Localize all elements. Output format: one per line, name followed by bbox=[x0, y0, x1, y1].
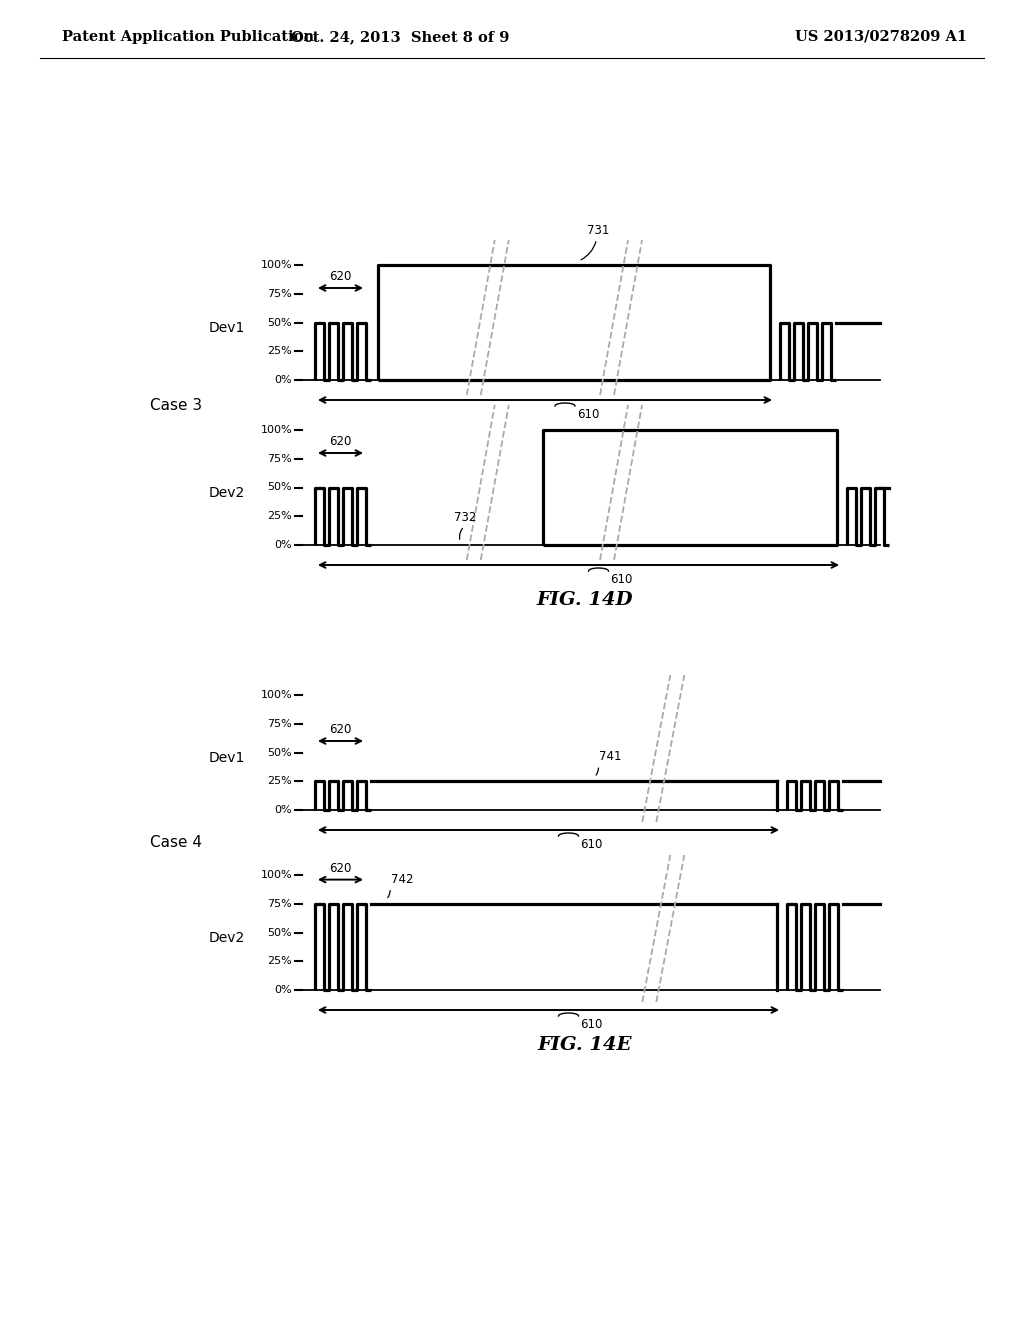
Text: Oct. 24, 2013  Sheet 8 of 9: Oct. 24, 2013 Sheet 8 of 9 bbox=[291, 30, 509, 44]
Text: 50%: 50% bbox=[267, 747, 292, 758]
Text: 731: 731 bbox=[588, 224, 609, 238]
Text: 100%: 100% bbox=[260, 260, 292, 271]
Text: 75%: 75% bbox=[267, 454, 292, 463]
Text: 25%: 25% bbox=[267, 956, 292, 966]
Text: Patent Application Publication: Patent Application Publication bbox=[62, 30, 314, 44]
Text: US 2013/0278209 A1: US 2013/0278209 A1 bbox=[795, 30, 967, 44]
Text: 0%: 0% bbox=[274, 805, 292, 814]
Text: 50%: 50% bbox=[267, 928, 292, 937]
Text: Dev1: Dev1 bbox=[209, 321, 245, 335]
Text: 0%: 0% bbox=[274, 985, 292, 995]
Text: 25%: 25% bbox=[267, 776, 292, 787]
Text: Case 4: Case 4 bbox=[150, 836, 202, 850]
Text: 25%: 25% bbox=[267, 346, 292, 356]
Text: Dev1: Dev1 bbox=[209, 751, 245, 766]
Text: 75%: 75% bbox=[267, 289, 292, 298]
Text: 25%: 25% bbox=[267, 511, 292, 521]
Text: 100%: 100% bbox=[260, 870, 292, 880]
Text: 732: 732 bbox=[454, 511, 476, 524]
Text: Case 3: Case 3 bbox=[150, 397, 202, 412]
Text: 741: 741 bbox=[599, 750, 622, 763]
Text: 0%: 0% bbox=[274, 375, 292, 385]
Text: 0%: 0% bbox=[274, 540, 292, 550]
Text: 620: 620 bbox=[330, 436, 351, 447]
Text: 50%: 50% bbox=[267, 483, 292, 492]
Text: 610: 610 bbox=[610, 573, 633, 586]
Text: 75%: 75% bbox=[267, 719, 292, 729]
Text: 100%: 100% bbox=[260, 690, 292, 700]
Text: 610: 610 bbox=[581, 838, 603, 851]
Text: 620: 620 bbox=[330, 271, 351, 282]
Text: 50%: 50% bbox=[267, 318, 292, 327]
Text: 75%: 75% bbox=[267, 899, 292, 908]
Text: Dev2: Dev2 bbox=[209, 931, 245, 945]
Text: FIG. 14D: FIG. 14D bbox=[537, 591, 633, 609]
Text: 610: 610 bbox=[581, 1018, 603, 1031]
Text: 100%: 100% bbox=[260, 425, 292, 436]
Text: FIG. 14E: FIG. 14E bbox=[538, 1036, 632, 1053]
Text: 620: 620 bbox=[330, 723, 351, 737]
Text: 620: 620 bbox=[330, 862, 351, 875]
Text: 610: 610 bbox=[577, 408, 599, 421]
Text: Dev2: Dev2 bbox=[209, 486, 245, 500]
Text: 742: 742 bbox=[391, 873, 414, 886]
